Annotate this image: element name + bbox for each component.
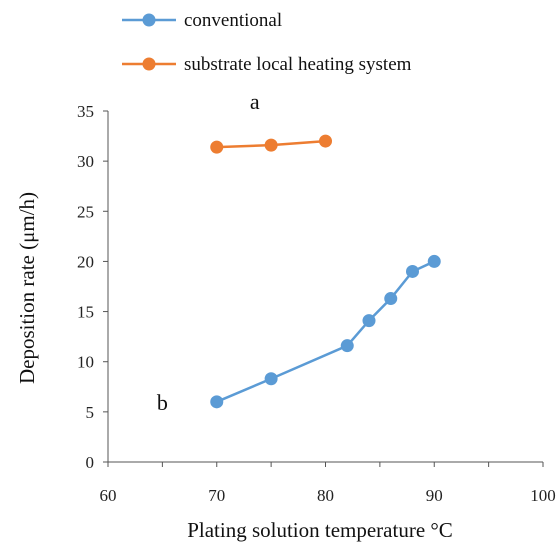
x-tick-label: 60 [100, 486, 117, 505]
y-tick-label: 35 [77, 102, 94, 121]
data-point [406, 264, 419, 278]
y-tick-label: 10 [77, 353, 94, 372]
y-tick-label: 25 [77, 202, 94, 221]
data-point [384, 292, 398, 306]
data-point [340, 339, 354, 353]
data-point [264, 138, 278, 152]
y-ticks: 0 5 10 15 20 25 30 35 [77, 102, 108, 472]
series [210, 134, 441, 409]
data-point [362, 314, 376, 328]
series-1 [210, 134, 332, 154]
y-tick-label: 5 [86, 403, 95, 422]
legend-label: conventional [184, 10, 282, 31]
legend-label: substrate local heating system [184, 54, 412, 75]
x-axis-label: Plating solution temperature °C [187, 518, 453, 542]
y-tick-label: 0 [86, 453, 95, 472]
data-point [210, 140, 224, 154]
data-point [319, 134, 332, 148]
y-tick-label: 30 [77, 152, 94, 171]
legend-marker [142, 13, 156, 27]
x-tick-label: 90 [426, 486, 443, 505]
series-0 [210, 254, 441, 409]
annotations: ab [157, 89, 260, 415]
data-point [264, 372, 278, 386]
legend-marker [142, 57, 156, 71]
y-axis-label: Deposition rate (μm/h) [15, 192, 39, 384]
data-point [210, 395, 224, 409]
y-tick-label: 20 [77, 252, 94, 271]
data-point [427, 254, 441, 268]
y-tick-label: 15 [77, 303, 94, 322]
x-tick-label: 80 [317, 486, 334, 505]
legend: conventional substrate local heating syst… [122, 10, 412, 75]
annotation-label: b [157, 390, 168, 415]
annotation-label: a [250, 89, 260, 114]
x-ticks: 60 70 80 90 100 [100, 462, 556, 505]
x-tick-label: 70 [208, 486, 225, 505]
series-line [216, 260, 435, 403]
axes [107, 111, 543, 463]
x-tick-label: 100 [530, 486, 556, 505]
